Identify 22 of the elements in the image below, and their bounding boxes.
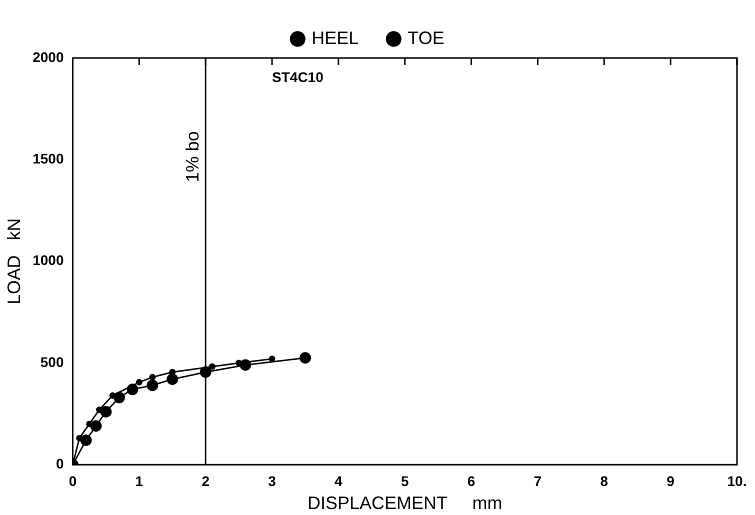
y-tick-label: 1000 <box>32 252 64 268</box>
x-axis-title: DISPLACEMENT mm <box>308 493 502 514</box>
x-tick-label: 8 <box>600 472 608 489</box>
x-tick-label: 9 <box>666 472 675 489</box>
y-tick-label: 0 <box>56 455 64 472</box>
y-tick-label: 500 <box>40 354 64 370</box>
legend-label: TOE <box>408 28 444 48</box>
y-tick-label: 2000 <box>32 48 64 65</box>
x-tick-label: 6 <box>467 472 476 489</box>
x-tick-label: 2 <box>202 472 210 489</box>
x-tick-label: 4 <box>334 472 343 489</box>
x-tick-label: 7 <box>534 472 542 489</box>
x-tick-label: 1 <box>135 472 144 489</box>
annotation: ST4C10 <box>272 68 324 85</box>
y-tick-label: 1500 <box>32 150 64 167</box>
ref-line-label: 1% bo <box>182 131 203 182</box>
x-tick-label: 5 <box>400 472 409 489</box>
x-tick-label: 0 <box>68 472 77 489</box>
x-tick-label: 3 <box>268 472 276 489</box>
y-axis-title: LOAD kN <box>4 218 24 304</box>
legend-label: HEEL <box>312 28 359 48</box>
x-tick-label: 10. <box>727 472 747 489</box>
